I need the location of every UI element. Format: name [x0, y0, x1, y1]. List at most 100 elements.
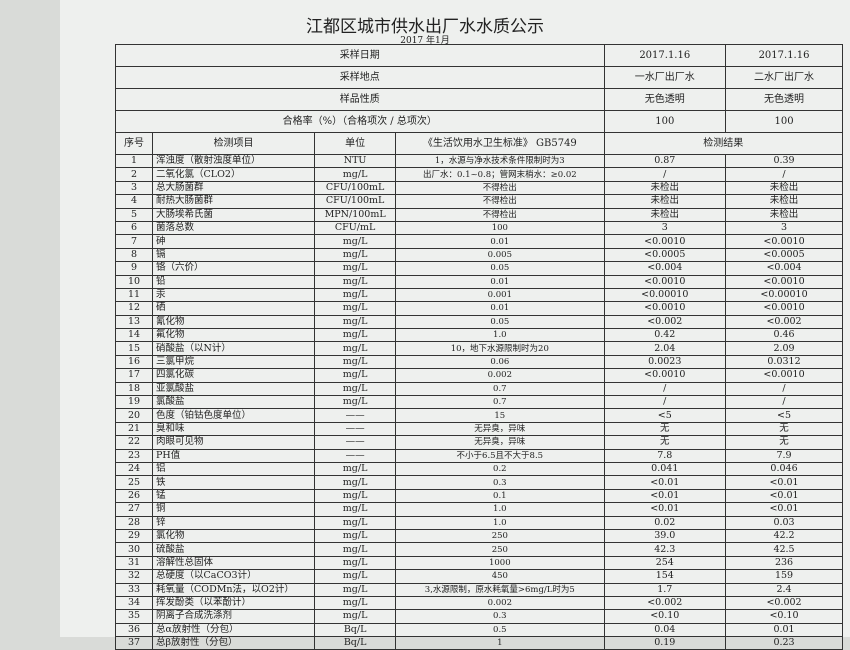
plant1-result: <0.0010 [603, 368, 727, 383]
plant1-result: 未检出 [603, 180, 727, 196]
standard-limit: 3,水源限制，原水耗氧量>6mg/L时为5 [395, 582, 605, 597]
table-row: 11 汞 mg/L 0.001 <0.00010 <0.00010 [114, 287, 843, 303]
unit: mg/L [314, 542, 397, 557]
standard-limit: 1.0 [395, 515, 605, 530]
test-item: 浑浊度（散射浊度单位） [152, 153, 316, 169]
table-row: 34 挥发酚类（以苯酚计） mg/L 0.002 <0.002 <0.002 [114, 595, 843, 611]
standard-limit: 0.01 [395, 234, 605, 249]
plant1-result: 254 [603, 555, 727, 571]
standard-limit: 0.01 [395, 301, 605, 316]
standard-limit: 1000 [395, 555, 605, 571]
table-row: 37 总β放射性（分包） Bq/L 1 0.19 0.23 [114, 636, 843, 650]
page-title: 江都区城市供水出厂水水质公示 [306, 17, 544, 37]
col-no-header: 序号 [114, 132, 154, 155]
row-number: 23 [114, 448, 154, 463]
standard-limit: 0.1 [395, 488, 605, 504]
header-row: 样品性质 无色透明 无色透明 [115, 88, 843, 111]
plant2-result: / [725, 395, 843, 410]
table-row: 33 耗氧量（CODMn法，以O2计） mg/L 3,水源限制，原水耗氧量>6mg/L… [114, 582, 843, 597]
col-unit-header: 单位 [314, 132, 397, 155]
plant1-result: 0.19 [603, 636, 727, 650]
test-item: 菌落总数 [152, 220, 316, 236]
standard-limit: 0.01 [395, 274, 605, 289]
unit: —— [314, 421, 397, 437]
table-row: 3 总大肠菌群 CFU/100mL 不得检出 未检出 未检出 [114, 180, 843, 196]
plant1-result: 0.0023 [603, 354, 727, 370]
plant2-result: 0.03 [725, 515, 843, 530]
plant2-result: <0.01 [725, 502, 843, 517]
plant2-result: <0.01 [725, 475, 843, 490]
table-row: 13 氰化物 mg/L 0.05 <0.002 <0.002 [114, 314, 843, 330]
table-row: 16 三氯甲烷 mg/L 0.06 0.0023 0.0312 [114, 354, 843, 370]
row-number: 37 [114, 636, 154, 650]
unit: CFU/100mL [314, 194, 397, 209]
header-label: 样品性质 [115, 88, 605, 111]
standard-limit: 1，水源与净水技术条件限制时为3 [395, 153, 605, 169]
unit: NTU [314, 153, 397, 169]
row-number: 24 [114, 461, 154, 477]
unit: mg/L [314, 381, 397, 397]
test-item: 二氧化氯（CLO2） [152, 167, 316, 182]
row-number: 1 [114, 153, 154, 169]
standard-limit: 0.3 [395, 609, 605, 624]
table-row: 30 硫酸盐 mg/L 250 42.3 42.5 [114, 542, 843, 557]
row-number: 30 [114, 542, 154, 557]
header-row: 采样日期 2017.1.16 2017.1.16 [115, 44, 843, 67]
plant1-result: 未检出 [603, 194, 727, 209]
test-item: 锌 [152, 515, 316, 530]
test-item: 总β放射性（分包） [152, 636, 316, 650]
plant2-result: 未检出 [725, 207, 843, 222]
table-row: 4 耐热大肠菌群 CFU/100mL 不得检出 未检出 未检出 [114, 194, 843, 209]
plant1-result: 无 [603, 421, 727, 437]
plant1-result: 0.041 [603, 461, 727, 477]
row-number: 3 [114, 180, 154, 196]
test-item: 硒 [152, 301, 316, 316]
unit: Bq/L [314, 622, 397, 638]
test-item: 臭和味 [152, 421, 316, 437]
row-number: 12 [114, 301, 154, 316]
table-row: 20 色度（铂钴色度单位） —— 15 <5 <5 [114, 408, 843, 423]
table-row: 2 二氧化氯（CLO2） mg/L 出厂水：0.1~0.8；管网末梢水：≥0.02// [114, 167, 843, 182]
test-item: 氯酸盐 [152, 395, 316, 410]
table-row: 18 亚氯酸盐 mg/L 0.7// [114, 381, 843, 397]
test-item: 肉眼可见物 [152, 435, 316, 450]
row-number: 29 [114, 528, 154, 544]
unit: mg/L [314, 528, 397, 544]
plant1-result: <0.0010 [603, 274, 727, 289]
plant1-result: <0.004 [603, 261, 727, 276]
row-number: 25 [114, 475, 154, 490]
test-item: 氯化物 [152, 528, 316, 544]
test-item: 挥发酚类（以苯酚计） [152, 595, 316, 611]
table-row: 35 阴离子合成洗涤剂 mg/L 0.3 <0.10 <0.10 [114, 609, 843, 624]
plant2-result: 0.46 [725, 328, 843, 343]
row-number: 5 [114, 207, 154, 222]
unit: mg/L [314, 569, 397, 584]
standard-limit: 无异臭，异味 [395, 435, 605, 450]
standard-limit: 0.005 [395, 247, 605, 263]
test-item: 总大肠菌群 [152, 180, 316, 196]
unit: CFU/mL [314, 220, 397, 236]
test-item: 铁 [152, 475, 316, 490]
row-number: 2 [114, 167, 154, 182]
plant2-result: 未检出 [725, 180, 843, 196]
plant1-result: <0.10 [603, 609, 727, 624]
plant1-result: <0.002 [603, 314, 727, 330]
test-item: 铅 [152, 274, 316, 289]
row-number: 20 [114, 408, 154, 423]
standard-limit: 250 [395, 528, 605, 544]
plant1-value: 无色透明 [603, 88, 727, 111]
unit: mg/L [314, 167, 397, 182]
unit: mg/L [314, 488, 397, 504]
plant1-result: 3 [603, 220, 727, 236]
unit: mg/L [314, 274, 397, 289]
test-item: 耐热大肠菌群 [152, 194, 316, 209]
test-item: 三氯甲烷 [152, 354, 316, 370]
unit: mg/L [314, 368, 397, 383]
plant1-result: 39.0 [603, 528, 727, 544]
table-row: 7 砷 mg/L 0.01 <0.0010 <0.0010 [114, 234, 843, 249]
table-row: 26 锰 mg/L 0.1 <0.01 <0.01 [114, 488, 843, 504]
plant1-value: 一水厂出厂水 [603, 66, 727, 89]
table-row: 14 氟化物 mg/L 1.0 0.42 0.46 [114, 328, 843, 343]
plant2-result: 159 [725, 569, 843, 584]
table-row: 25 铁 mg/L 0.3 <0.01 <0.01 [114, 475, 843, 490]
